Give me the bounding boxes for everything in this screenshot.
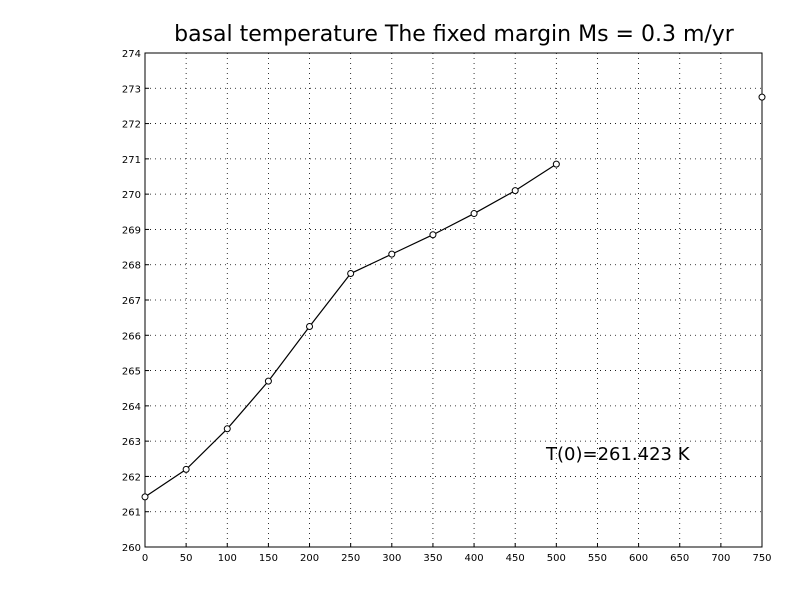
x-tick-label: 150: [259, 553, 278, 564]
x-tick-label: 200: [300, 553, 319, 564]
data-point: [470, 210, 478, 218]
x-tick-label: 500: [547, 553, 566, 564]
grid: [145, 53, 762, 547]
x-tick-label: 750: [752, 553, 771, 564]
x-tick-label: 350: [423, 553, 442, 564]
x-tick-label: 100: [218, 553, 237, 564]
plot-frame: [144, 52, 763, 548]
x-tick-label: 250: [341, 553, 360, 564]
x-tick-label: 550: [588, 553, 607, 564]
y-tick-label: 262: [122, 472, 141, 483]
y-tick-label: 260: [122, 543, 141, 554]
y-tick-label: 266: [122, 331, 141, 342]
data-point: [511, 187, 519, 195]
x-tick-label: 0: [142, 553, 148, 564]
data-point: [388, 250, 396, 258]
x-tick-label: 450: [506, 553, 525, 564]
y-tick-label: 267: [122, 296, 141, 307]
data-point: [429, 231, 437, 239]
y-tick-label: 264: [122, 402, 141, 413]
chart-annotation: T(0)=261.423 K: [545, 444, 691, 465]
y-axis-tick-labels: 260 261 262 263 264 265 266 267 268 269 270 271 272 2…: [122, 49, 149, 554]
y-tick-label: 274: [122, 49, 141, 60]
data-point: [347, 270, 355, 278]
y-tick-label: 272: [122, 120, 141, 131]
x-tick-label: 300: [382, 553, 401, 564]
x-tick-label: 600: [629, 553, 648, 564]
data-point: [552, 160, 560, 168]
edge-data-point: [758, 93, 766, 101]
y-tick-label: 271: [122, 155, 141, 166]
data-point: [306, 322, 314, 330]
data-point: [182, 465, 190, 473]
y-tick-label: 261: [122, 508, 141, 519]
y-tick-label: 269: [122, 225, 141, 236]
series-line: [144, 163, 557, 498]
x-axis-tick-labels: 0 50 100 150 200 250 300 350 400 450 500 550 600 650 7…: [142, 543, 772, 564]
chart-title: basal temperature The fixed margin Ms = …: [174, 22, 735, 47]
y-tick-label: 265: [122, 367, 141, 378]
data-point: [141, 493, 149, 501]
series-layer: [141, 93, 766, 501]
x-tick-label: 400: [465, 553, 484, 564]
x-tick-label: 650: [670, 553, 689, 564]
y-tick-label: 263: [122, 437, 141, 448]
y-tick-label: 268: [122, 261, 141, 272]
x-tick-label: 50: [180, 553, 193, 564]
y-tick-label: 270: [122, 190, 141, 201]
data-point: [223, 425, 231, 433]
data-point: [264, 377, 272, 385]
y-tick-label: 273: [122, 84, 141, 95]
x-tick-label: 700: [711, 553, 730, 564]
